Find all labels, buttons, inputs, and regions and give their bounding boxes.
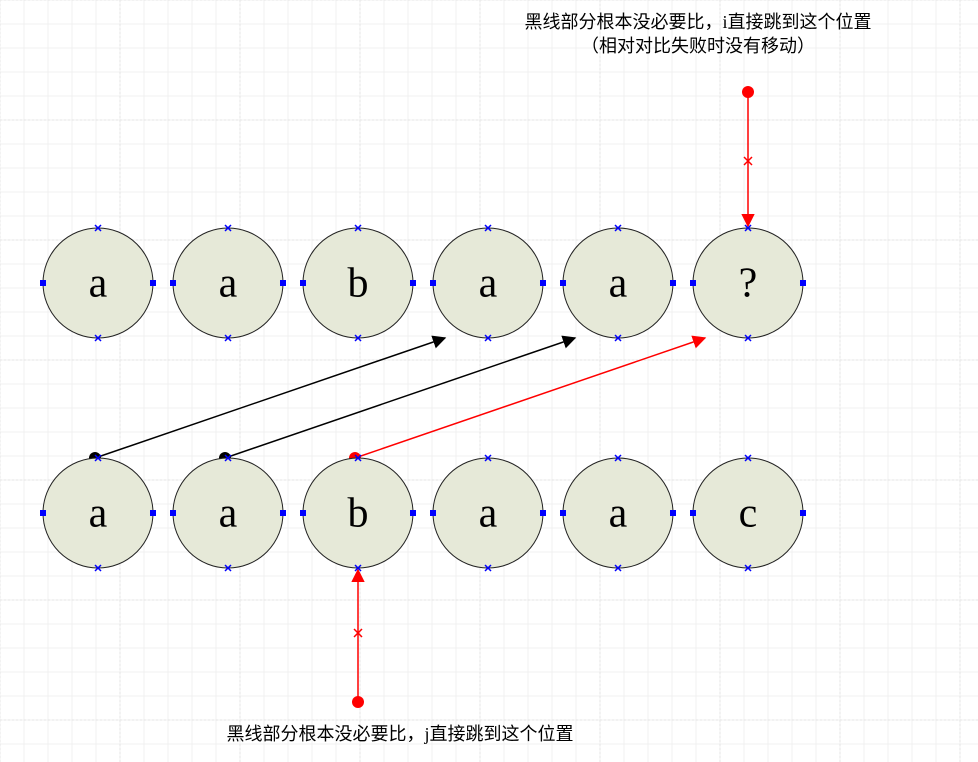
node-bottom-4[interactable]: a [560, 455, 676, 571]
node-bottom-2[interactable]: b [300, 455, 416, 571]
node-bottom-3[interactable]: a [430, 455, 546, 571]
arrow-bottom_pointer [352, 570, 364, 708]
node-top-3-label: a [479, 261, 498, 307]
node-bottom-5-label: c [739, 491, 758, 537]
node-bottom-3-label: a [479, 491, 498, 537]
node-top-1-label: a [219, 261, 238, 307]
annotation-top-line1: 黑线部分根本没必要比，i直接跳到这个位置 [525, 12, 872, 32]
node-top-0-label: a [89, 261, 108, 307]
node-top-2[interactable]: b [300, 225, 416, 341]
node-top-1[interactable]: a [170, 225, 286, 341]
annotation-bottom: 黑线部分根本没必要比，j直接跳到这个位置 [227, 724, 574, 744]
node-top-5-label: ? [739, 261, 758, 307]
diagram-canvas: a a b a a? a a b a a c 黑线部分根本没必要比，i直接跳到这个位置 （相对对比失败… [0, 0, 978, 762]
node-top-5[interactable]: ? [690, 225, 806, 341]
arrow-diag_red [349, 338, 705, 464]
background-grid [0, 0, 978, 762]
node-top-3[interactable]: a [430, 225, 546, 341]
node-bottom-4-label: a [609, 491, 628, 537]
node-bottom-0-label: a [89, 491, 108, 537]
node-top-4-label: a [609, 261, 628, 307]
node-top-0[interactable]: a [40, 225, 156, 341]
node-bottom-1-label: a [219, 491, 238, 537]
node-top-4[interactable]: a [560, 225, 676, 341]
node-bottom-2-label: b [348, 491, 369, 537]
arrows-layer [89, 86, 754, 708]
nodes-layer: a a b a a? a a b a a c [40, 225, 806, 571]
node-bottom-0[interactable]: a [40, 455, 156, 571]
annotations-layer: 黑线部分根本没必要比，i直接跳到这个位置 （相对对比失败时没有移动） 黑线部分根本没… [227, 12, 872, 744]
node-top-2-label: b [348, 261, 369, 307]
node-bottom-1[interactable]: a [170, 455, 286, 571]
node-bottom-5[interactable]: c [690, 455, 806, 571]
annotation-top-line2: （相对对比失败时没有移动） [581, 36, 815, 56]
